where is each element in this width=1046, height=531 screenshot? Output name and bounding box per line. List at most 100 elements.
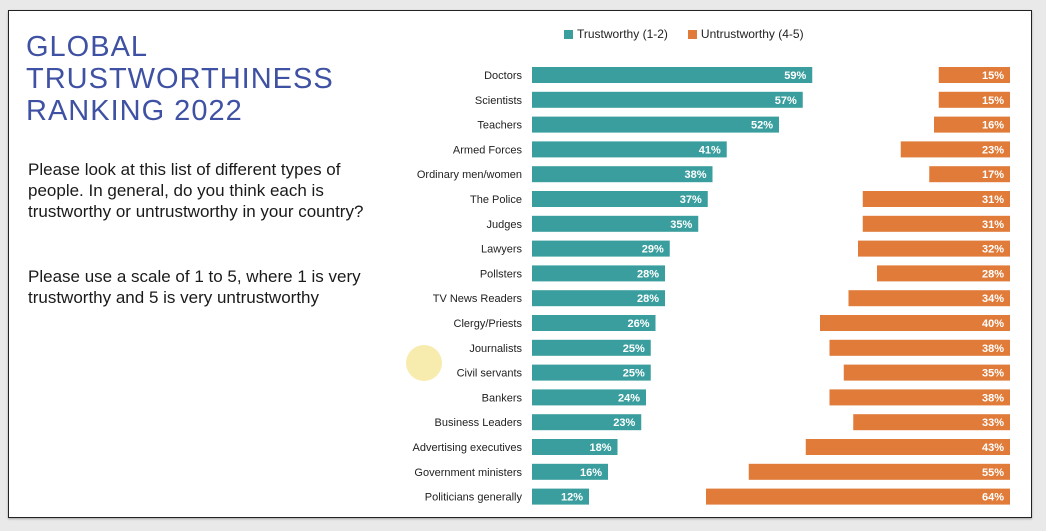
trustworthy-bar bbox=[532, 389, 646, 406]
trustworthy-value-label: 52% bbox=[751, 120, 773, 132]
untrustworthy-bar bbox=[805, 439, 1010, 455]
category-label: Pollsters bbox=[480, 268, 523, 280]
untrustworthy-bar bbox=[929, 166, 1010, 183]
untrustworthy-value-label: 23% bbox=[982, 144, 1004, 156]
untrustworthy-bar bbox=[900, 141, 1010, 158]
trustworthy-bar bbox=[532, 191, 708, 207]
legend-label-untrustworthy: Untrustworthy (4-5) bbox=[700, 27, 804, 41]
category-label: Politicians generally bbox=[425, 492, 523, 504]
untrustworthy-bar bbox=[938, 67, 1010, 83]
untrustworthy-bar bbox=[853, 414, 1010, 431]
trustworthy-value-label: 35% bbox=[670, 219, 692, 231]
untrustworthy-value-label: 31% bbox=[982, 194, 1004, 206]
trustworthy-value-label: 59% bbox=[784, 70, 806, 82]
legend-swatch-trustworthy bbox=[564, 29, 573, 39]
category-label: Doctors bbox=[484, 70, 522, 82]
untrustworthy-bar bbox=[862, 215, 1010, 232]
trustworthy-bar bbox=[532, 67, 813, 83]
trustworthy-value-label: 12% bbox=[561, 492, 583, 504]
trust-bar-chart: Doctors 59% 15% Scientists 57% 15% Teachers 52%… bbox=[413, 67, 1010, 505]
page-title: GLOBAL TRUSTWORTHINESS RANKING 2022 bbox=[26, 31, 386, 127]
category-label: Lawyers bbox=[481, 244, 522, 256]
trustworthy-bar bbox=[532, 265, 665, 282]
legend-label-trustworthy: Trustworthy (1-2) bbox=[577, 27, 668, 41]
category-label: Advertising executives bbox=[413, 442, 523, 454]
trustworthy-bar bbox=[532, 290, 665, 307]
trustworthy-value-label: 18% bbox=[589, 442, 611, 454]
untrustworthy-bar bbox=[706, 488, 1010, 505]
untrustworthy-value-label: 35% bbox=[982, 368, 1004, 380]
untrustworthy-value-label: 15% bbox=[982, 70, 1004, 82]
untrustworthy-value-label: 43% bbox=[982, 442, 1004, 454]
untrustworthy-bar bbox=[820, 315, 1010, 331]
untrustworthy-value-label: 33% bbox=[982, 417, 1004, 429]
category-label: Bankers bbox=[482, 392, 523, 404]
untrustworthy-bar bbox=[748, 463, 1010, 480]
untrustworthy-value-label: 31% bbox=[982, 219, 1004, 231]
trustworthy-value-label: 24% bbox=[618, 392, 640, 404]
untrustworthy-bar bbox=[934, 116, 1010, 133]
legend-swatch-untrustworthy bbox=[687, 29, 697, 39]
untrustworthy-bar bbox=[862, 191, 1010, 207]
trustworthy-value-label: 37% bbox=[680, 194, 702, 206]
category-label: Government ministers bbox=[414, 467, 522, 479]
legend-item-untrustworthy: Untrustworthy (4-5) bbox=[687, 27, 804, 41]
trustworthy-value-label: 29% bbox=[642, 244, 664, 256]
trustworthy-value-label: 16% bbox=[580, 467, 602, 479]
untrustworthy-bar bbox=[843, 364, 1010, 381]
untrustworthy-value-label: 38% bbox=[982, 343, 1004, 355]
untrustworthy-value-label: 16% bbox=[982, 120, 1004, 132]
untrustworthy-value-label: 32% bbox=[982, 244, 1004, 256]
untrustworthy-bar bbox=[829, 339, 1010, 356]
scale-note: Please use a scale of 1 to 5, where 1 is… bbox=[28, 267, 361, 307]
trustworthy-bar bbox=[532, 91, 803, 108]
untrustworthy-bar bbox=[938, 91, 1010, 108]
category-label: Business Leaders bbox=[435, 417, 523, 429]
title-line: TRUSTWORTHINESS bbox=[26, 63, 334, 95]
trustworthy-bar bbox=[532, 315, 656, 331]
chart-legend: Trustworthy (1-2) Untrustworthy (4-5) bbox=[564, 26, 824, 42]
survey-question: Please look at this list of different ty… bbox=[28, 160, 364, 221]
trustworthy-bar bbox=[532, 364, 651, 381]
slide: GLOBAL TRUSTWORTHINESS RANKING 2022 Plea… bbox=[8, 10, 1032, 518]
trustworthy-value-label: 41% bbox=[699, 144, 721, 156]
trustworthy-value-label: 38% bbox=[684, 169, 706, 181]
untrustworthy-value-label: 64% bbox=[982, 492, 1004, 504]
title-line: GLOBAL bbox=[26, 31, 149, 63]
category-label: Ordinary men/women bbox=[417, 169, 522, 181]
untrustworthy-value-label: 40% bbox=[982, 318, 1004, 330]
trustworthy-bar bbox=[532, 116, 779, 133]
category-label: Teachers bbox=[477, 120, 522, 132]
trustworthy-value-label: 28% bbox=[637, 268, 659, 280]
untrustworthy-bar bbox=[858, 240, 1010, 257]
trustworthy-value-label: 23% bbox=[613, 417, 635, 429]
category-label: Journalists bbox=[469, 343, 522, 355]
trustworthy-bar bbox=[532, 463, 608, 480]
trustworthy-bar bbox=[532, 240, 670, 257]
trustworthy-bar bbox=[532, 141, 727, 158]
category-label: Clergy/Priests bbox=[454, 318, 523, 330]
trustworthy-bar bbox=[532, 215, 699, 232]
untrustworthy-bar bbox=[877, 265, 1010, 282]
trustworthy-value-label: 26% bbox=[627, 318, 649, 330]
cursor-highlight bbox=[406, 345, 442, 381]
category-label: Scientists bbox=[475, 95, 523, 107]
category-label: Armed Forces bbox=[453, 144, 523, 156]
trustworthy-value-label: 25% bbox=[623, 343, 645, 355]
trustworthy-value-label: 25% bbox=[623, 368, 645, 380]
trustworthy-value-label: 57% bbox=[775, 95, 797, 107]
untrustworthy-value-label: 28% bbox=[982, 268, 1004, 280]
untrustworthy-value-label: 15% bbox=[982, 95, 1004, 107]
trustworthy-bar bbox=[532, 414, 642, 431]
title-line: RANKING 2022 bbox=[26, 95, 243, 127]
trustworthy-bar bbox=[532, 488, 589, 505]
category-label: Judges bbox=[487, 219, 523, 231]
untrustworthy-value-label: 34% bbox=[982, 293, 1004, 305]
untrustworthy-value-label: 55% bbox=[982, 467, 1004, 479]
category-label: The Police bbox=[470, 194, 522, 206]
untrustworthy-value-label: 38% bbox=[982, 392, 1004, 404]
untrustworthy-value-label: 17% bbox=[982, 169, 1004, 181]
trustworthy-bar bbox=[532, 339, 651, 356]
category-label: TV News Readers bbox=[433, 293, 523, 305]
trustworthy-bar bbox=[532, 166, 713, 183]
